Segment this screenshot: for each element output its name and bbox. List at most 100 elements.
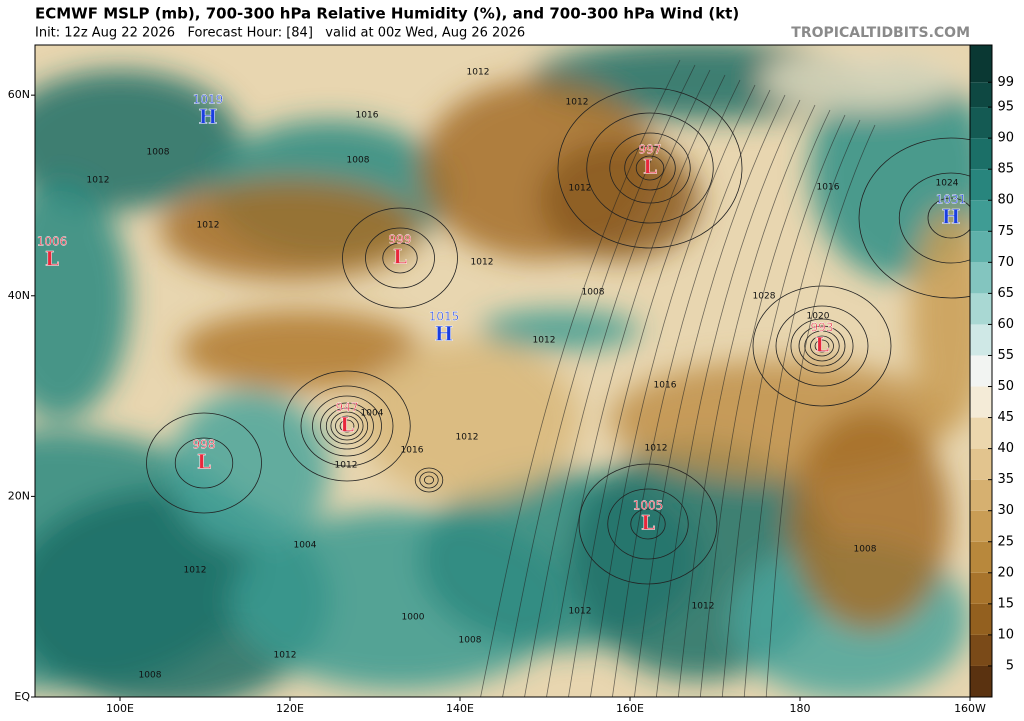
isobar-label: 1008 [459, 636, 482, 646]
isobar-label: 1012 [692, 602, 715, 612]
colorbar-band [970, 324, 992, 355]
colorbar-band [970, 262, 992, 293]
colorbar-band [970, 138, 992, 169]
isobar-label: 1008 [854, 545, 877, 555]
humidity-blob [480, 310, 640, 350]
colorbar-tick-label: 99 [997, 75, 1014, 90]
center-letter: L [197, 450, 211, 474]
colorbar-tick-label: 50 [997, 379, 1014, 394]
colorbar-band [970, 635, 992, 666]
map-area [0, 40, 1024, 710]
colorbar-tick-label: 10 [997, 627, 1014, 642]
x-tick-label: 180 [790, 702, 811, 715]
isobar-label: 1008 [139, 671, 162, 681]
colorbar-band [970, 231, 992, 262]
isobar-label: 1012 [456, 433, 479, 443]
isobar-label: 1012 [87, 176, 110, 186]
isobar-label: 1004 [294, 541, 317, 551]
isobar-label: 1012 [274, 651, 297, 661]
colorbar-tick-label: 80 [997, 193, 1014, 208]
humidity-blob [540, 140, 700, 260]
colorbar-tick-label: 40 [997, 441, 1014, 456]
colorbar-tick-label: 45 [997, 410, 1014, 425]
isobar-label: 1016 [401, 446, 424, 456]
isobar-label: 1012 [566, 98, 589, 108]
y-tick-label: EQ [14, 690, 30, 703]
isobar-label: 1016 [356, 111, 379, 121]
center-letter: L [643, 155, 657, 179]
center-letter: H [199, 105, 218, 129]
isobar-label: 1028 [753, 292, 776, 302]
center-letter: L [340, 413, 354, 437]
humidity-blob [790, 410, 950, 630]
colorbar-band [970, 293, 992, 324]
colorbar-band [970, 200, 992, 231]
subtitle: Init: 12z Aug 22 2026 Forecast Hour: [84… [35, 26, 525, 41]
colorbar-band [970, 45, 992, 82]
x-tick-label: 160W [954, 702, 986, 715]
center-letter: L [815, 333, 829, 357]
isobar-label: 1012 [533, 336, 556, 346]
colorbar-band [970, 355, 992, 386]
colorbar-tick-label: 85 [997, 162, 1014, 177]
isobar-label: 1012 [197, 221, 220, 231]
center-letter: L [393, 245, 407, 269]
colorbar-band [970, 604, 992, 635]
colorbar-band [970, 666, 992, 697]
colorbar-tick-label: 95 [997, 100, 1014, 115]
isobar-label: 1016 [654, 381, 677, 391]
colorbar-tick-label: 25 [997, 534, 1014, 549]
isobar-label: 1008 [582, 288, 605, 298]
isobar-label: 1012 [184, 566, 207, 576]
y-tick-label: 20N [8, 489, 30, 502]
x-tick-label: 140E [446, 702, 474, 715]
center-letter: L [45, 247, 59, 271]
isobar-label: 1012 [569, 607, 592, 617]
colorbar-tick-label: 75 [997, 224, 1014, 239]
colorbar-band [970, 449, 992, 480]
isobar-label: 1012 [335, 461, 358, 471]
colorbar-band [970, 82, 992, 107]
isobar-label: 1000 [402, 613, 425, 623]
y-tick-label: 40N [8, 289, 30, 302]
isobar-label: 1012 [467, 68, 490, 78]
colorbar-tick-label: 30 [997, 503, 1014, 518]
isobar-label: 1004 [361, 409, 384, 419]
colorbar-tick-label: 90 [997, 131, 1014, 146]
isobar-label: 1008 [347, 156, 370, 166]
isobar-label: 1016 [817, 183, 840, 193]
colorbar-tick-label: 55 [997, 348, 1014, 363]
isobar-label: 1008 [147, 148, 170, 158]
y-tick-label: 60N [8, 88, 30, 101]
isobar-label: 1012 [471, 258, 494, 268]
colorbar-band [970, 418, 992, 449]
title: ECMWF MSLP (mb), 700-300 hPa Relative Hu… [35, 5, 739, 23]
isobar-label: 1012 [569, 184, 592, 194]
colorbar-band [970, 107, 992, 138]
colorbar-tick-label: 35 [997, 472, 1014, 487]
x-tick-label: 120E [276, 702, 304, 715]
center-letter: L [641, 511, 655, 535]
colorbar-tick-label: 65 [997, 286, 1014, 301]
center-letter: H [435, 322, 454, 346]
colorbar-band [970, 573, 992, 604]
colorbar-tick-label: 15 [997, 596, 1014, 611]
center-letter: H [942, 205, 961, 229]
colorbar-band [970, 511, 992, 542]
colorbar-band [970, 542, 992, 573]
site-credit: TROPICALTIDBITS.COM [791, 25, 970, 41]
isobar-label: 1024 [936, 179, 959, 189]
colorbar-tick-label: 70 [997, 255, 1014, 270]
x-tick-label: 100E [106, 702, 134, 715]
isobar-label: 1012 [645, 444, 668, 454]
colorbar-band [970, 387, 992, 418]
colorbar-tick-label: 60 [997, 317, 1014, 332]
colorbar-band [970, 480, 992, 511]
colorbar-band [970, 169, 992, 200]
x-tick-label: 160E [616, 702, 644, 715]
colorbar-tick-label: 20 [997, 565, 1014, 580]
colorbar-tick-label: 5 [1006, 658, 1014, 673]
humidity-blob [760, 50, 960, 110]
